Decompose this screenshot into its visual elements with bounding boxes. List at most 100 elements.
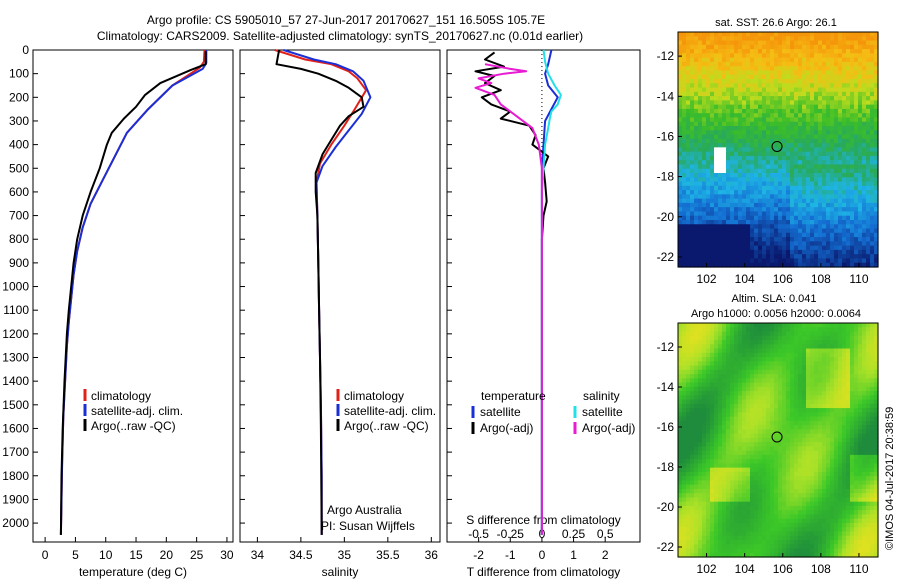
map-cell bbox=[842, 365, 847, 371]
map-cell bbox=[750, 369, 755, 375]
y-tick-label: 1500 bbox=[2, 398, 29, 412]
map-cell bbox=[866, 484, 871, 490]
map-cell bbox=[762, 104, 767, 110]
map-cell bbox=[742, 386, 747, 392]
map-cell bbox=[866, 408, 871, 413]
map-cell bbox=[870, 420, 875, 426]
map-cell bbox=[858, 198, 863, 204]
map-cell bbox=[686, 100, 691, 106]
map-cell bbox=[754, 437, 759, 443]
map-cell bbox=[730, 467, 735, 473]
map-cell bbox=[706, 185, 711, 191]
map-cell bbox=[762, 442, 767, 447]
map-cell bbox=[846, 420, 851, 426]
map-cell bbox=[746, 198, 751, 204]
map-cell bbox=[806, 493, 811, 499]
map-cell bbox=[766, 211, 771, 217]
map-cell bbox=[690, 40, 695, 46]
map-cell bbox=[806, 454, 811, 460]
map-cell bbox=[682, 446, 687, 452]
map-cell bbox=[870, 100, 875, 106]
map-cell bbox=[870, 467, 875, 473]
map-cell bbox=[766, 185, 771, 191]
map-cell bbox=[858, 185, 863, 191]
map-cell bbox=[754, 177, 759, 183]
map-cell bbox=[838, 420, 843, 426]
map-cell bbox=[754, 488, 759, 494]
map-cell bbox=[838, 155, 843, 161]
map-cell bbox=[706, 416, 711, 422]
map-cell bbox=[862, 83, 867, 89]
map-cell bbox=[718, 100, 723, 106]
map-cell bbox=[834, 53, 839, 59]
map-cell bbox=[806, 450, 811, 456]
map-cell bbox=[718, 391, 723, 396]
map-cell bbox=[814, 202, 819, 208]
map-cell bbox=[682, 488, 687, 494]
map-cell bbox=[854, 386, 859, 392]
map-cell bbox=[842, 340, 847, 345]
map-cell bbox=[690, 108, 695, 114]
map-cell bbox=[858, 450, 863, 456]
map-cell bbox=[770, 164, 775, 170]
map-cell bbox=[682, 437, 687, 443]
map-cell bbox=[806, 190, 811, 195]
map-cell bbox=[830, 44, 835, 50]
map-cell bbox=[874, 352, 879, 358]
map-cell bbox=[762, 399, 767, 405]
map-cell bbox=[730, 488, 735, 494]
map-cell bbox=[854, 211, 859, 217]
series-line-satellite-adj-clim- bbox=[59, 50, 208, 535]
map-cell bbox=[866, 181, 871, 187]
map-cell bbox=[838, 463, 843, 469]
series-line-temperature-argo-adj- bbox=[474, 51, 550, 535]
map-cell bbox=[830, 352, 835, 358]
map-cell bbox=[782, 348, 787, 354]
map-cell bbox=[770, 484, 775, 490]
map-cell bbox=[730, 96, 735, 101]
map-cell bbox=[766, 198, 771, 204]
map-cell bbox=[686, 369, 691, 375]
map-cell bbox=[858, 44, 863, 50]
map-cell bbox=[750, 87, 755, 93]
map-cell bbox=[830, 420, 835, 426]
map-cell bbox=[810, 382, 815, 388]
map-cell bbox=[818, 463, 823, 469]
map-cell bbox=[754, 113, 759, 119]
map-cell bbox=[718, 32, 723, 37]
map-cell bbox=[758, 331, 763, 337]
map-cell bbox=[678, 323, 683, 328]
map-cell bbox=[750, 147, 755, 153]
map-cell bbox=[690, 181, 695, 187]
map-cell bbox=[874, 378, 879, 384]
map-cell bbox=[710, 429, 715, 435]
map-cell bbox=[834, 194, 839, 200]
map-cell bbox=[862, 181, 867, 187]
map-cell bbox=[754, 249, 759, 255]
map-cell bbox=[762, 241, 767, 247]
map-cell bbox=[722, 155, 727, 161]
map-cell bbox=[790, 61, 795, 67]
map-cell bbox=[766, 369, 771, 375]
map-cell bbox=[838, 433, 843, 439]
map-cell bbox=[702, 155, 707, 161]
map-cell bbox=[694, 357, 699, 362]
map-cell bbox=[866, 365, 871, 371]
map-cell bbox=[782, 91, 787, 97]
map-cell bbox=[686, 463, 691, 469]
map-cell bbox=[762, 36, 767, 42]
map-cell bbox=[722, 471, 727, 477]
map-cell bbox=[722, 399, 727, 405]
map-cell bbox=[726, 365, 731, 371]
map-cell bbox=[678, 497, 683, 503]
map-cell bbox=[698, 177, 703, 183]
map-cell bbox=[694, 44, 699, 50]
map-cell bbox=[842, 348, 847, 354]
map-cell bbox=[754, 224, 759, 230]
x-top-tick-label: -0.5 bbox=[468, 527, 489, 541]
map-cell bbox=[682, 327, 687, 333]
map-cell bbox=[694, 476, 699, 482]
map-cell bbox=[702, 113, 707, 119]
map-cell bbox=[838, 177, 843, 183]
map-cell bbox=[858, 228, 863, 234]
